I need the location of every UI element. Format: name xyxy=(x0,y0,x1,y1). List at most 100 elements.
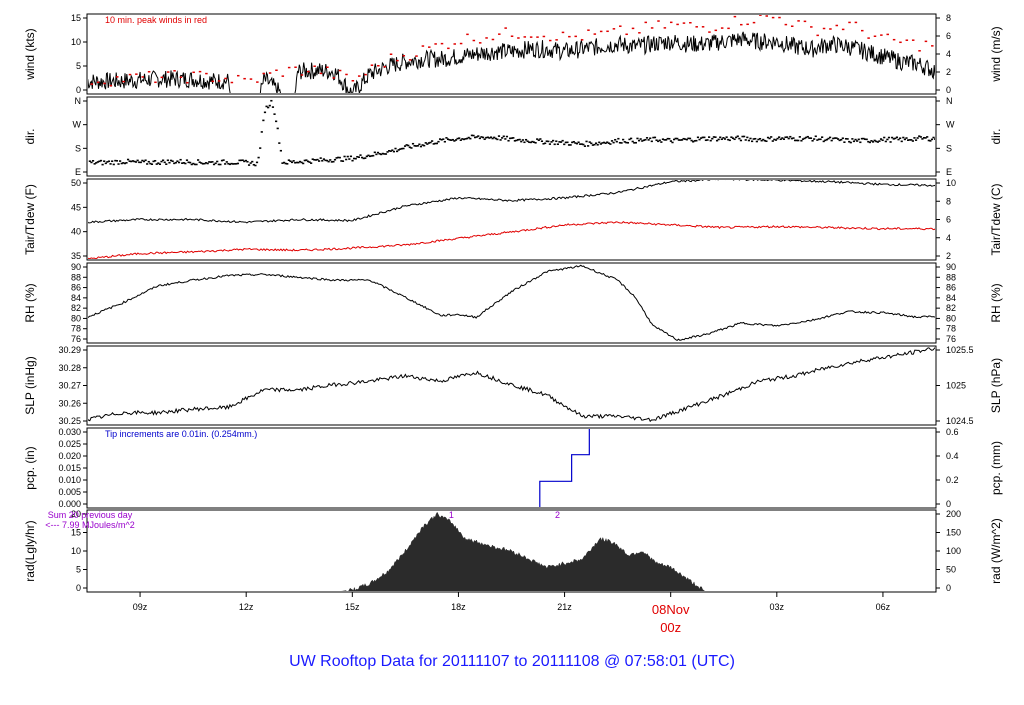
peak-wind-mark xyxy=(612,28,616,30)
left-tick-label-dir: N xyxy=(75,96,82,106)
direction-point xyxy=(168,161,171,164)
direction-point xyxy=(744,139,747,141)
direction-point xyxy=(628,138,631,141)
left-tick-label-pcp: 0.015 xyxy=(58,463,81,473)
direction-point xyxy=(480,136,483,138)
direction-point xyxy=(854,138,857,141)
direction-point xyxy=(633,142,636,144)
direction-point xyxy=(731,137,735,140)
direction-point xyxy=(263,111,267,114)
direction-point xyxy=(410,147,413,149)
peak-wind-mark xyxy=(867,37,870,39)
direction-point xyxy=(653,136,657,139)
direction-point xyxy=(161,159,165,162)
direction-point xyxy=(357,156,360,158)
direction-point xyxy=(192,162,195,165)
direction-point xyxy=(300,161,303,164)
direction-point xyxy=(639,138,642,140)
direction-point xyxy=(349,155,353,158)
direction-point xyxy=(698,138,701,141)
left-tick-label-rad: 0 xyxy=(76,583,81,593)
right-tick-label-temp: 8 xyxy=(946,196,951,206)
direction-point xyxy=(440,138,443,141)
direction-point xyxy=(903,138,907,141)
direction-point xyxy=(187,161,190,164)
right-tick-label-rh: 82 xyxy=(946,303,956,313)
direction-point xyxy=(353,157,356,160)
direction-point xyxy=(189,161,192,164)
direction-point xyxy=(630,137,633,140)
direction-point xyxy=(273,113,276,115)
direction-point xyxy=(708,136,711,138)
direction-point xyxy=(255,161,259,164)
ylabel-left-pcp: pcp. (in) xyxy=(23,446,37,489)
peak-wind-mark xyxy=(790,25,794,27)
direction-point xyxy=(399,148,402,150)
right-tick-label-dir: W xyxy=(946,120,955,130)
direction-point xyxy=(918,135,921,137)
peak-wind-mark xyxy=(313,65,316,67)
direction-point xyxy=(284,162,287,165)
direction-point xyxy=(891,136,894,139)
direction-point xyxy=(458,137,461,139)
direction-point xyxy=(462,138,466,141)
peak-wind-mark xyxy=(478,42,482,44)
direction-point xyxy=(321,159,324,162)
direction-point xyxy=(208,161,211,163)
peak-wind-mark xyxy=(179,76,183,78)
left-tick-label-temp: 50 xyxy=(71,178,81,188)
right-tick-label-temp: 2 xyxy=(946,251,951,261)
direction-point xyxy=(566,141,569,144)
peak-wind-mark xyxy=(287,66,291,69)
direction-point xyxy=(690,139,693,142)
direction-point xyxy=(247,164,251,166)
right-tick-label-rad: 200 xyxy=(946,509,961,519)
direction-point xyxy=(760,139,763,142)
direction-point xyxy=(793,139,797,142)
direction-point xyxy=(895,136,899,139)
plot-area-slp xyxy=(88,347,935,423)
direction-point xyxy=(104,162,107,165)
direction-point xyxy=(680,139,684,141)
peak-wind-mark xyxy=(472,39,476,42)
direction-point xyxy=(224,163,227,165)
direction-point xyxy=(827,137,830,140)
direction-point xyxy=(182,162,185,164)
direction-point xyxy=(360,156,364,159)
series-rh-black xyxy=(88,264,935,342)
direction-point xyxy=(805,136,808,139)
direction-point xyxy=(817,138,821,141)
direction-point xyxy=(96,161,99,163)
right-tick-label-rad: 50 xyxy=(946,565,956,575)
peak-wind-mark xyxy=(217,80,221,82)
peak-wind-mark xyxy=(338,69,342,72)
direction-point xyxy=(518,138,521,141)
direction-point xyxy=(687,137,690,140)
right-tick-label-rh: 90 xyxy=(946,262,956,272)
right-tick-label-wind: 8 xyxy=(946,13,951,23)
direction-point xyxy=(515,139,518,142)
direction-point xyxy=(464,138,467,140)
direction-point xyxy=(200,162,203,164)
direction-point xyxy=(418,143,421,146)
direction-point xyxy=(134,161,138,163)
direction-point xyxy=(550,141,553,143)
left-tick-label-rh: 84 xyxy=(71,293,81,303)
direction-point xyxy=(432,143,435,145)
direction-point xyxy=(286,163,289,165)
panel-wind: 0 5 10 15 0 2 4 6 8 wind (kts) wind (m/s) 10 min. p… xyxy=(23,13,1003,95)
direction-point xyxy=(733,138,736,141)
direction-point xyxy=(623,141,626,143)
direction-point xyxy=(225,161,228,163)
direction-point xyxy=(878,140,881,142)
direction-point xyxy=(588,141,591,143)
peak-wind-mark xyxy=(593,33,597,35)
direction-point xyxy=(198,161,201,164)
direction-point xyxy=(501,137,504,139)
direction-point xyxy=(354,157,357,160)
direction-point xyxy=(808,137,811,139)
direction-point xyxy=(381,152,384,155)
direction-point xyxy=(179,158,182,161)
direction-point xyxy=(477,135,480,137)
direction-point xyxy=(563,143,566,146)
